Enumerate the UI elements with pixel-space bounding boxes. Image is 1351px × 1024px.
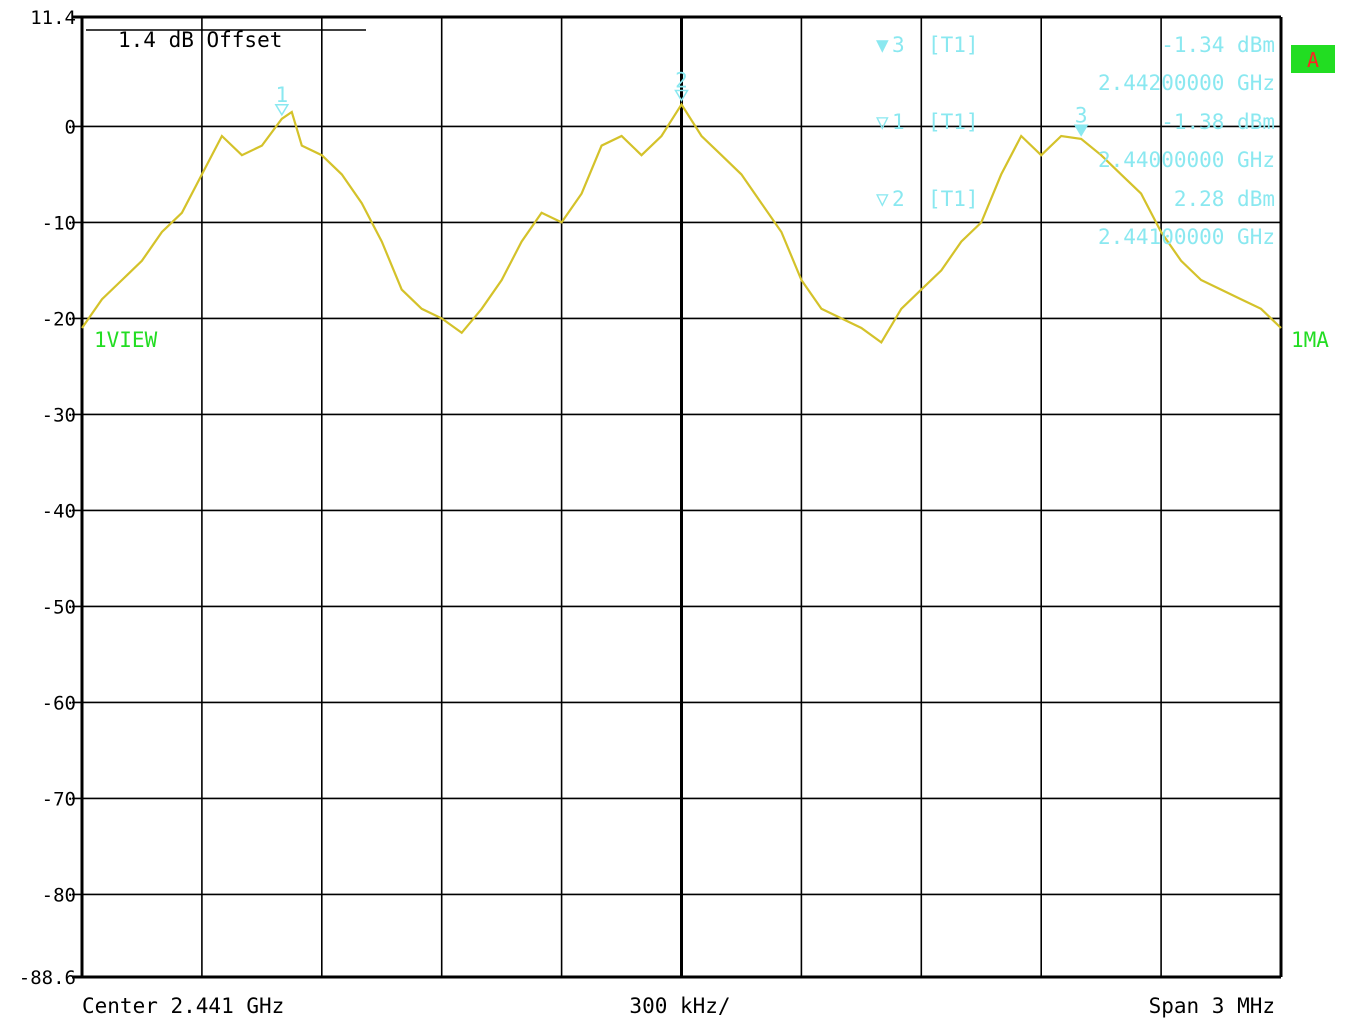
marker-panel-level: -1.38 dBm [1161,110,1275,134]
y-tick-label: -50 [42,596,76,618]
marker-triangle [1073,124,1089,137]
a-box-label: A [1307,48,1319,72]
grid [72,15,1283,979]
y-tick-label: -30 [42,404,76,426]
marker-triangle [674,89,689,103]
y-tick-label: -60 [42,692,76,714]
y-tick-label: 0 [65,116,76,138]
marker-panel-id: 2 [892,187,905,211]
marker-triangle [274,104,290,117]
footer-span: Span 3 MHz [1149,994,1275,1018]
offset-label: 1.4 dB Offset [118,28,282,52]
marker-panel-level: -1.34 dBm [1161,33,1275,57]
marker-panel-level: 2.28 dBm [1174,187,1275,211]
y-axis-ticks: 11.4 0 -10 -20 -30 -40 -50 -60 -70 -80 -88.6 [19,7,76,989]
marker-panel-symbol: ▼ [876,33,889,57]
marker-panel-symbol: ▽ [876,110,889,134]
marker-panel-symbol: ▽ [876,187,889,211]
marker-panel-freq: 2.44000000 GHz [1098,148,1275,172]
marker-panel-trace: [T1] [928,110,979,134]
marker-number: 1 [276,83,289,107]
y-tick-label: -40 [42,500,76,522]
y-tick-label: -80 [42,884,76,906]
footer-per-div: 300 kHz/ [629,994,730,1018]
view-label: 1VIEW [94,328,158,352]
marker-panel-id: 1 [892,110,905,134]
y-tick-label: -88.6 [19,967,76,989]
y-tick-label: -20 [42,308,76,330]
marker-panel-id: 3 [892,33,905,57]
a-box [1291,45,1335,73]
marker-panel-freq: 2.44200000 GHz [1098,71,1275,95]
marker-number: 2 [675,69,688,93]
ma-label: 1MA [1291,328,1329,352]
y-tick-label: 11.4 [30,7,76,29]
footer-center: Center 2.441 GHz [82,994,284,1018]
marker-number: 3 [1075,103,1088,127]
y-tick-label: -10 [42,212,76,234]
y-tick-label: -70 [42,788,76,810]
marker-panel-freq: 2.44100000 GHz [1098,225,1275,249]
marker-panel-trace: [T1] [928,187,979,211]
trace-markers: 1 2 3 [274,69,1089,137]
trace-line [81,102,1282,344]
marker-panel-trace: [T1] [928,33,979,57]
